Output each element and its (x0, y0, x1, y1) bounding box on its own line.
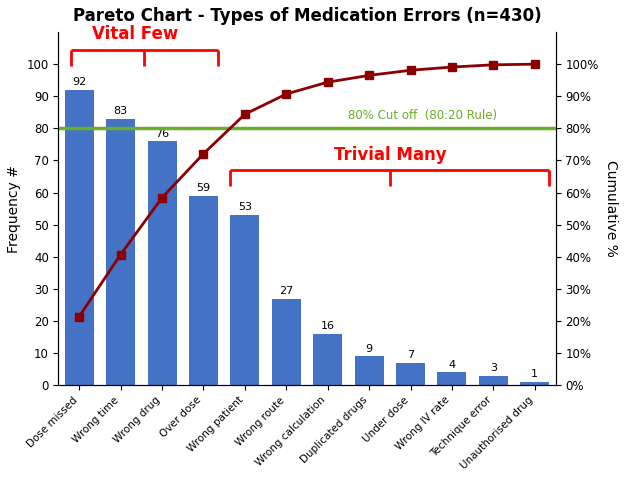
Text: 27: 27 (279, 286, 293, 296)
Bar (354, 356, 384, 385)
Text: 1: 1 (531, 369, 538, 380)
Text: 3: 3 (490, 363, 497, 373)
Bar (231, 215, 259, 385)
Text: Trivial Many: Trivial Many (334, 146, 446, 163)
Y-axis label: Frequency #: Frequency # (7, 165, 21, 252)
Text: 92: 92 (72, 77, 86, 87)
Bar (313, 334, 342, 385)
Text: 7: 7 (407, 350, 414, 360)
Text: 59: 59 (196, 183, 211, 193)
Text: 53: 53 (238, 203, 252, 213)
Bar (479, 376, 508, 385)
Bar (272, 299, 301, 385)
Y-axis label: Cumulative %: Cumulative % (604, 160, 618, 257)
Text: 16: 16 (321, 321, 335, 331)
Text: 9: 9 (366, 344, 372, 354)
Text: 4: 4 (448, 360, 456, 370)
Text: 80% Cut off  (80:20 Rule): 80% Cut off (80:20 Rule) (348, 109, 498, 122)
Bar (520, 382, 549, 385)
Text: 83: 83 (114, 106, 128, 116)
Bar (106, 119, 135, 385)
Bar (64, 90, 94, 385)
Bar (438, 372, 466, 385)
Text: Vital Few: Vital Few (92, 25, 178, 43)
Bar (396, 363, 425, 385)
Bar (148, 141, 176, 385)
Title: Pareto Chart - Types of Medication Errors (n=430): Pareto Chart - Types of Medication Error… (72, 7, 541, 25)
Text: 76: 76 (155, 129, 169, 139)
Bar (189, 196, 218, 385)
